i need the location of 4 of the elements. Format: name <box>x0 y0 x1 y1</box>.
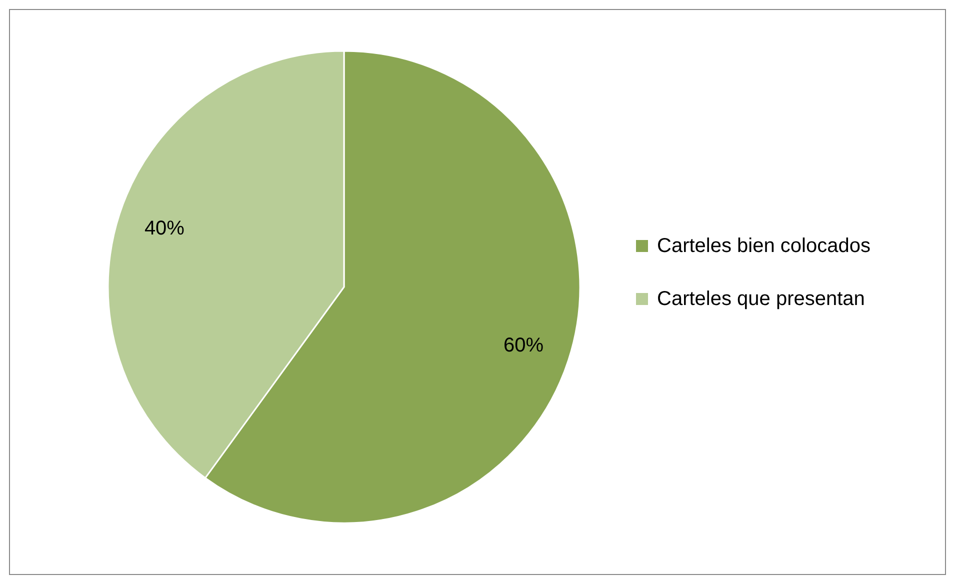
legend-label: Carteles bien colocados <box>657 235 870 257</box>
data-label: 40% <box>144 218 185 240</box>
legend-label: Carteles que presentan <box>657 288 865 310</box>
data-label: 60% <box>504 334 544 356</box>
